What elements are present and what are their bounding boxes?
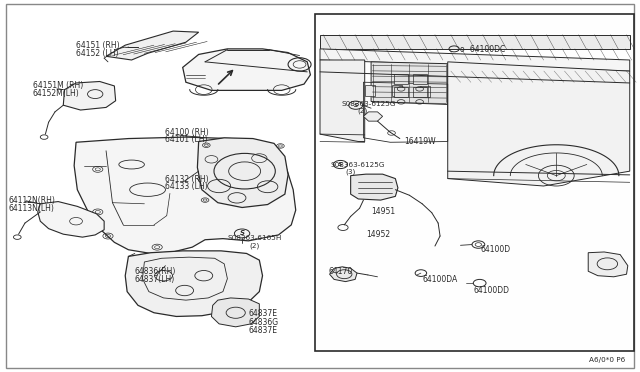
Text: 64100 (RH): 64100 (RH) xyxy=(166,128,209,137)
Polygon shape xyxy=(74,137,296,253)
Text: S: S xyxy=(338,162,342,167)
Polygon shape xyxy=(320,35,630,49)
Text: 14951: 14951 xyxy=(371,207,396,216)
Text: 64132 (RH): 64132 (RH) xyxy=(166,175,209,184)
Polygon shape xyxy=(211,298,259,327)
Text: 64101 (LH): 64101 (LH) xyxy=(166,135,208,144)
Text: 64113N(LH): 64113N(LH) xyxy=(8,204,54,213)
Polygon shape xyxy=(588,252,628,277)
Text: 64151M (RH): 64151M (RH) xyxy=(33,81,83,90)
Bar xyxy=(394,74,408,84)
Text: (2): (2) xyxy=(357,108,367,114)
Polygon shape xyxy=(63,81,116,110)
Text: (2): (2) xyxy=(250,242,260,248)
Text: 64837E: 64837E xyxy=(248,326,278,335)
Text: 64152 (LH): 64152 (LH) xyxy=(76,49,118,58)
Text: 64100DD: 64100DD xyxy=(473,286,509,295)
Polygon shape xyxy=(106,31,198,60)
Bar xyxy=(315,14,634,351)
Text: 64170: 64170 xyxy=(329,267,353,276)
Polygon shape xyxy=(448,62,630,186)
Text: S08363-6125G: S08363-6125G xyxy=(342,101,396,107)
Text: 14952: 14952 xyxy=(366,230,390,239)
Polygon shape xyxy=(320,49,630,71)
Text: 64100D: 64100D xyxy=(481,245,511,254)
Bar xyxy=(392,85,402,96)
Text: 64133 (LH): 64133 (LH) xyxy=(166,182,208,191)
Text: S: S xyxy=(353,103,358,108)
Bar xyxy=(420,86,431,97)
Polygon shape xyxy=(330,267,357,282)
Polygon shape xyxy=(197,138,288,208)
Bar xyxy=(413,87,427,97)
Text: A6/0*0 P6: A6/0*0 P6 xyxy=(589,357,625,363)
Polygon shape xyxy=(371,62,448,105)
Text: 64100DA: 64100DA xyxy=(422,275,458,284)
Text: 64837E: 64837E xyxy=(248,310,278,318)
Text: 16419W: 16419W xyxy=(404,137,436,146)
Text: 64837(LH): 64837(LH) xyxy=(135,275,175,284)
Text: o- 64100DC: o- 64100DC xyxy=(461,45,506,54)
Polygon shape xyxy=(320,60,365,141)
Text: (3): (3) xyxy=(346,169,356,175)
Text: 64151 (RH): 64151 (RH) xyxy=(76,41,120,51)
Bar xyxy=(394,87,408,97)
Text: S: S xyxy=(239,230,244,237)
Text: 64112N(RH): 64112N(RH) xyxy=(8,196,55,205)
Polygon shape xyxy=(125,251,262,317)
Bar xyxy=(365,85,375,96)
Text: 64836(RH): 64836(RH) xyxy=(135,267,176,276)
Polygon shape xyxy=(364,112,383,121)
Text: S08363-6165H: S08363-6165H xyxy=(227,235,282,241)
Text: 64152M(LH): 64152M(LH) xyxy=(33,89,79,98)
Text: 64836G: 64836G xyxy=(248,318,278,327)
Polygon shape xyxy=(38,202,104,237)
Text: S08363-6125G: S08363-6125G xyxy=(330,161,385,167)
Bar xyxy=(413,74,427,84)
Polygon shape xyxy=(182,49,310,90)
Polygon shape xyxy=(351,174,398,200)
